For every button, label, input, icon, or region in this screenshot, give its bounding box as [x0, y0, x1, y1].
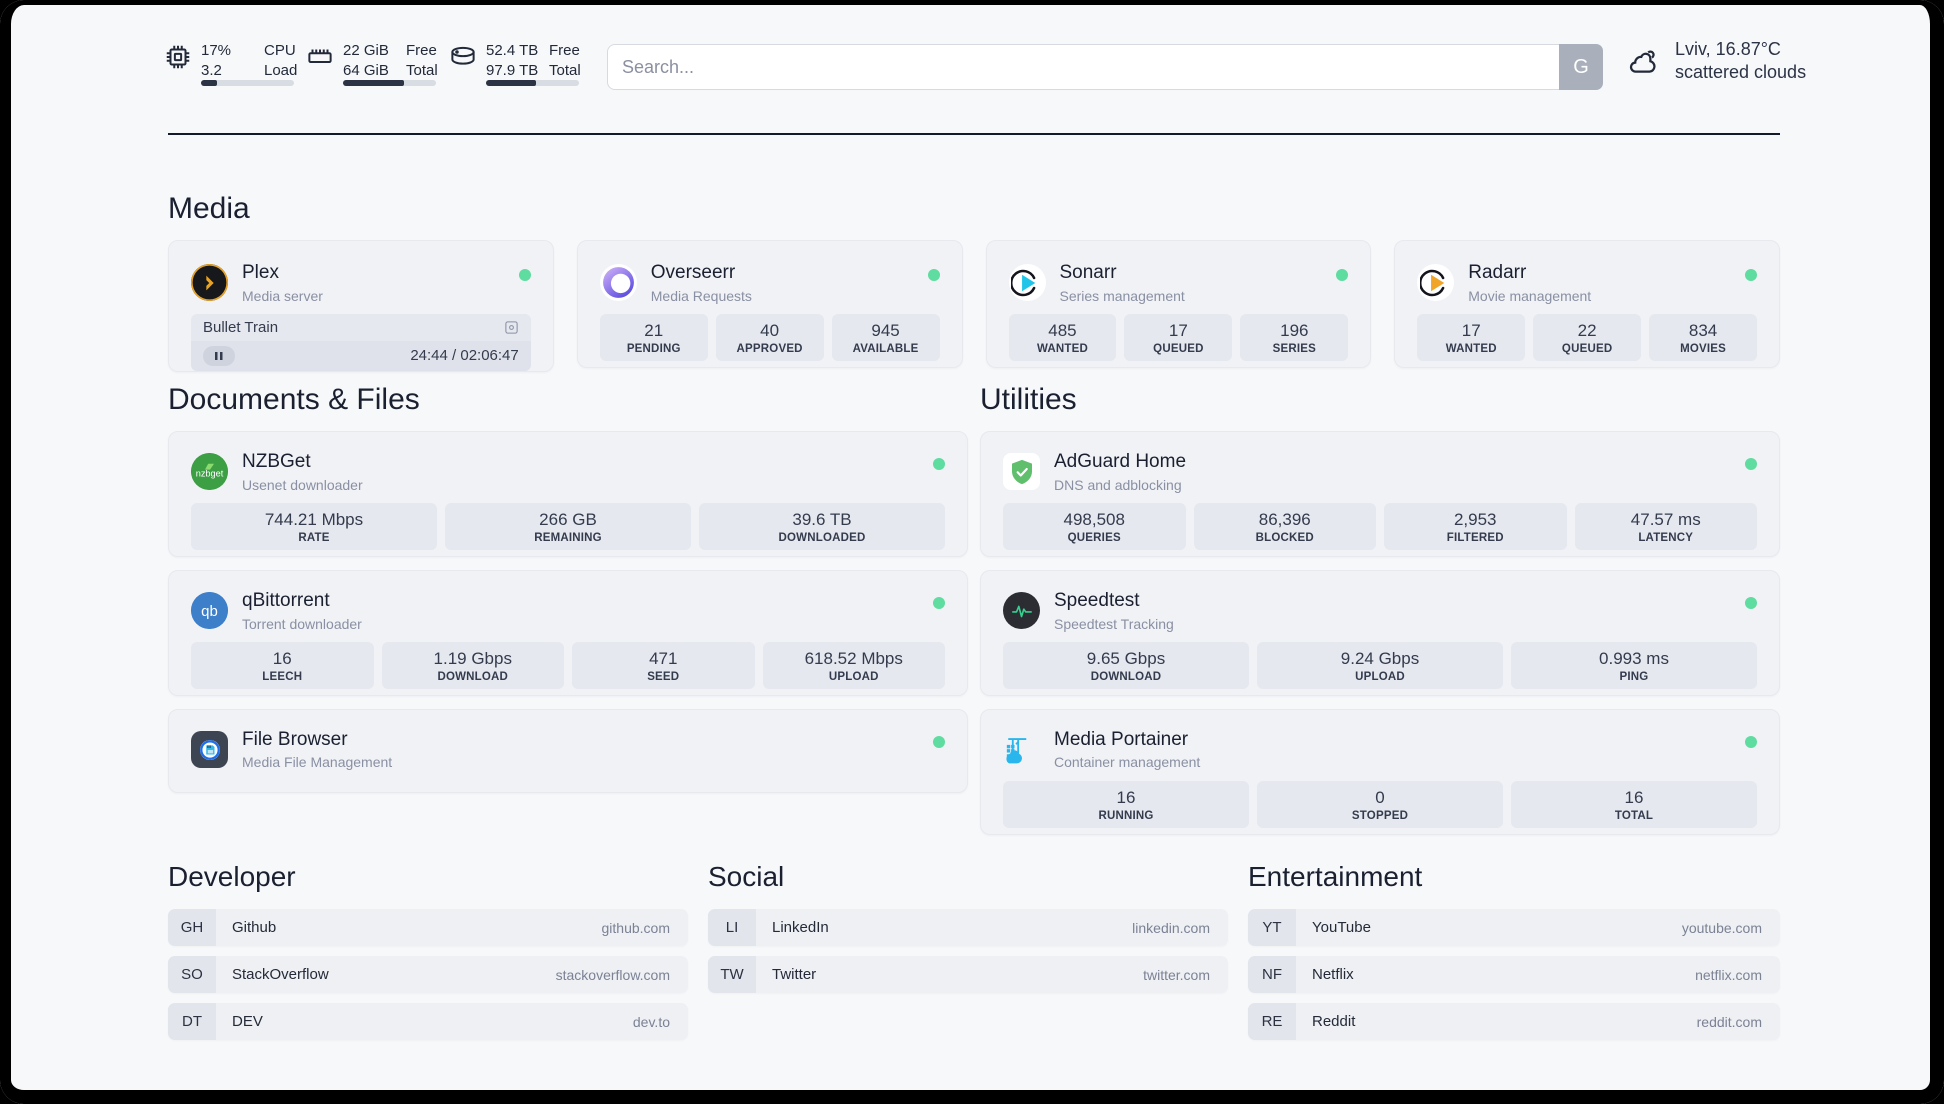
svg-text:qb: qb: [201, 603, 218, 620]
svg-text:nzbget: nzbget: [196, 469, 224, 479]
